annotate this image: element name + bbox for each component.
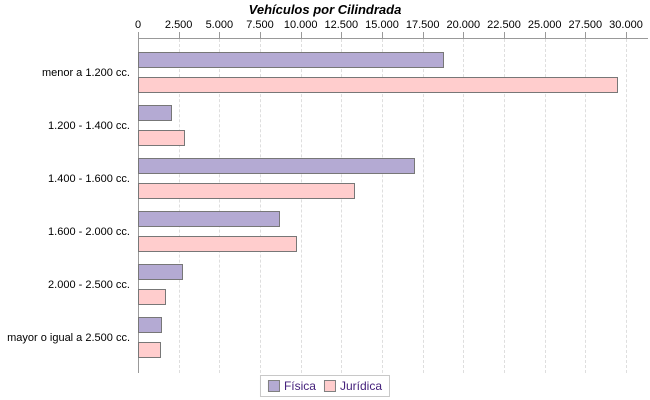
legend-label-juridica: Jurídica	[339, 379, 383, 393]
x-axis-tick	[585, 32, 587, 38]
x-axis-tick-label: 27.500	[568, 19, 603, 31]
category-label: 1.600 - 2.000 cc.	[48, 225, 130, 238]
gridline	[382, 39, 383, 373]
gridline	[219, 39, 221, 373]
x-axis-tick	[382, 32, 383, 38]
bar-fisica-5	[138, 317, 162, 333]
legend-entry-fisica: Física	[267, 379, 316, 393]
x-axis-tick	[463, 32, 465, 38]
category-label: 2.000 - 2.500 cc.	[48, 278, 130, 291]
gridline	[178, 39, 180, 373]
x-axis-tick-label: 2.500	[164, 19, 193, 31]
x-axis-tick-label: 7.500	[246, 19, 274, 31]
x-axis-tick-label: 5.000	[205, 19, 234, 31]
x-axis-tick-label: 22.500	[487, 19, 521, 31]
bar-juridica-5	[138, 342, 161, 358]
fisica-swatch-icon	[267, 380, 280, 392]
gridline	[422, 39, 424, 373]
x-axis-tick	[544, 32, 546, 38]
x-axis-tick-label: 10.000	[283, 19, 318, 31]
category-label: menor a 1.200 cc.	[41, 66, 130, 79]
legend-entry-juridica: Jurídica	[323, 379, 383, 393]
x-axis-tick-label: 15.000	[365, 19, 399, 31]
x-axis-line	[138, 38, 648, 39]
x-axis-tick-label: 0	[134, 19, 142, 31]
bar-fisica-1	[138, 105, 172, 121]
bar-juridica-3	[138, 236, 297, 252]
legend: Física Jurídica	[259, 375, 391, 397]
category-label: mayor o igual a 2.500 cc.	[7, 331, 130, 344]
x-axis-tick	[341, 32, 343, 38]
gridline	[626, 39, 627, 373]
x-axis-tick-label: 20.000	[446, 19, 481, 31]
x-axis-tick	[219, 32, 221, 38]
x-axis-tick	[626, 32, 627, 38]
x-axis-tick-label: 25.000	[527, 19, 562, 31]
bar-juridica-1	[138, 130, 185, 146]
gridline	[504, 39, 505, 373]
bar-fisica-4	[138, 264, 183, 280]
x-axis-tick	[138, 32, 139, 38]
gridline	[544, 39, 546, 373]
x-axis-tick	[300, 32, 302, 38]
gridline	[585, 39, 587, 373]
x-axis-tick-label: 12.500	[324, 19, 359, 31]
x-axis-tick-label: 30.000	[609, 19, 643, 31]
bar-juridica-0	[138, 77, 618, 93]
x-axis-tick	[504, 32, 505, 38]
x-axis-tick-label: 17.500	[405, 19, 440, 31]
bar-juridica-2	[138, 183, 355, 199]
x-axis-tick	[260, 32, 261, 38]
gridline	[260, 39, 261, 373]
x-axis-tick	[422, 32, 424, 38]
y-axis-line	[138, 38, 139, 373]
category-label: 1.400 - 1.600 cc.	[48, 172, 130, 185]
juridica-swatch-icon	[323, 380, 336, 392]
chart-title: Vehículos por Cilindrada	[248, 2, 402, 17]
category-label: 1.200 - 1.400 cc.	[48, 119, 130, 132]
gridline	[463, 39, 465, 373]
gridline	[300, 39, 302, 373]
x-axis-tick	[178, 32, 180, 38]
bar-juridica-4	[138, 289, 166, 305]
bar-fisica-0	[138, 52, 444, 68]
bar-fisica-2	[138, 158, 415, 174]
legend-label-fisica: Física	[283, 379, 316, 393]
gridline	[341, 39, 343, 373]
bar-fisica-3	[138, 211, 280, 227]
